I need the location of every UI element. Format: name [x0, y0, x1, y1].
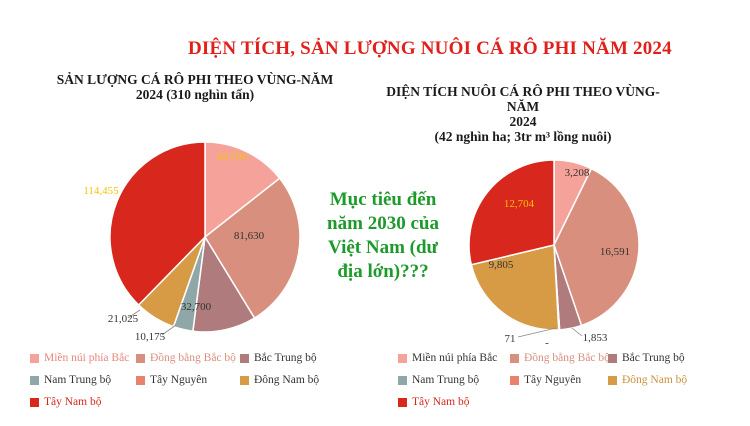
left-chart-title: SẢN LƯỢNG CÁ RÔ PHI THEO VÙNG-NĂM 2024 (… — [30, 72, 360, 102]
left-chart-title-line: SẢN LƯỢNG CÁ RÔ PHI THEO VÙNG-NĂM — [56, 72, 334, 87]
legend-label: Miền núi phía Bắc — [44, 352, 130, 364]
legend-label: Bắc Trung bộ — [254, 352, 317, 364]
right-data-label: - — [545, 337, 549, 349]
legend-label: Tây Nam bộ — [44, 396, 102, 408]
legend-swatch — [136, 375, 145, 385]
legend-swatch — [608, 375, 617, 385]
legend-label: Nam Trung bộ — [412, 374, 480, 386]
left-data-label: 43,705 — [217, 151, 248, 163]
right-data-label: 9,805 — [489, 259, 514, 271]
left-legend: Miền núi phía Bắc Đồng bằng Bắc bộ Bắc Tru… — [30, 352, 360, 422]
leader-line — [517, 327, 557, 338]
left-chart-title-line: 2024 (310 nghìn tấn) — [135, 87, 255, 102]
legend-item: Bắc Trung bộ — [240, 352, 317, 364]
main-title: DIỆN TÍCH, SẢN LƯỢNG NUÔI CÁ RÔ PHI NĂM … — [188, 38, 672, 59]
legend-swatch — [398, 397, 407, 407]
legend-swatch — [510, 375, 519, 385]
legend-item: Miền núi phía Bắc — [30, 352, 129, 364]
legend-label: Tây Nguyên — [524, 374, 582, 386]
leader-line — [571, 327, 583, 337]
right-data-label: 1,853 — [583, 332, 608, 344]
right-data-label: 16,591 — [600, 246, 630, 258]
goal-callout: Mục tiêu đến năm 2030 của Việt Nam (dư đ… — [318, 188, 448, 284]
legend-item: Đồng bằng Bắc bộ — [510, 352, 610, 364]
goal-line: Mục tiêu đến — [329, 189, 437, 210]
legend-swatch — [30, 397, 39, 407]
right-data-label: 71 — [505, 333, 516, 345]
right-pie-slice — [553, 167, 640, 327]
leader-line — [161, 324, 177, 336]
legend-item: Đông Nam bộ — [240, 374, 319, 386]
legend-swatch — [608, 353, 617, 363]
legend-item: Miền núi phía Bắc — [398, 352, 497, 364]
legend-swatch — [30, 375, 39, 385]
left-pie-slice — [204, 177, 301, 320]
legend-label: Bắc Trung bộ — [622, 352, 685, 364]
legend-item: Tây Nguyên — [136, 374, 207, 386]
legend-label: Đông Nam bộ — [622, 374, 688, 386]
legend-label: Đông Nam bộ — [254, 374, 320, 386]
legend-label: Miền núi phía Bắc — [412, 352, 498, 364]
legend-label: Đồng bằng Bắc bộ — [150, 352, 236, 364]
right-data-label: 3,208 — [565, 167, 590, 179]
legend-label: Nam Trung bộ — [44, 374, 112, 386]
right-legend: Miền núi phía Bắc Đồng bằng Bắc bộ Bắc Tru… — [398, 352, 738, 422]
legend-swatch — [136, 353, 145, 363]
left-data-label: 21,025 — [108, 313, 139, 325]
legend-label: Tây Nam bộ — [412, 396, 470, 408]
right-data-label: 12,704 — [504, 198, 535, 210]
left-data-label: 114,455 — [83, 185, 119, 197]
legend-item: Tây Nam bộ — [30, 396, 101, 408]
goal-line: địa lớn)??? — [337, 261, 429, 282]
legend-item: Tây Nam bộ — [398, 396, 469, 408]
right-chart-title-line: DIỆN TÍCH NUÔI CÁ RÔ PHI THEO VÙNG-NĂM — [386, 84, 660, 114]
legend-swatch — [240, 375, 249, 385]
legend-swatch — [240, 353, 249, 363]
legend-swatch — [398, 353, 407, 363]
legend-label: Tây Nguyên — [150, 374, 208, 386]
left-data-label: 10,175 — [135, 331, 166, 343]
legend-item: Nam Trung bộ — [398, 374, 479, 386]
left-pie-slice — [109, 141, 206, 307]
goal-line: Việt Nam (dư — [328, 237, 438, 258]
left-data-label: 32,700 — [181, 301, 212, 313]
legend-swatch — [398, 375, 407, 385]
right-chart-title-line: (42 nghìn ha; 3tr m³ lồng nuôi) — [434, 129, 612, 144]
legend-swatch — [510, 353, 519, 363]
legend-swatch — [30, 353, 39, 363]
left-data-label: 81,630 — [234, 230, 265, 242]
right-chart-title-line: 2024 — [509, 114, 537, 129]
legend-item: Tây Nguyên — [510, 374, 581, 386]
legend-item: Đông Nam bộ — [608, 374, 687, 386]
right-pie-slice — [468, 159, 555, 266]
legend-label: Đồng bằng Bắc bộ — [524, 352, 610, 364]
goal-line: năm 2030 của — [327, 213, 439, 234]
leader-line — [127, 309, 141, 319]
legend-item: Nam Trung bộ — [30, 374, 111, 386]
legend-item: Đồng bằng Bắc bộ — [136, 352, 236, 364]
legend-item: Bắc Trung bộ — [608, 352, 685, 364]
right-chart-title: DIỆN TÍCH NUÔI CÁ RÔ PHI THEO VÙNG-NĂM 2… — [378, 84, 668, 144]
left-pie-slice — [204, 141, 281, 239]
